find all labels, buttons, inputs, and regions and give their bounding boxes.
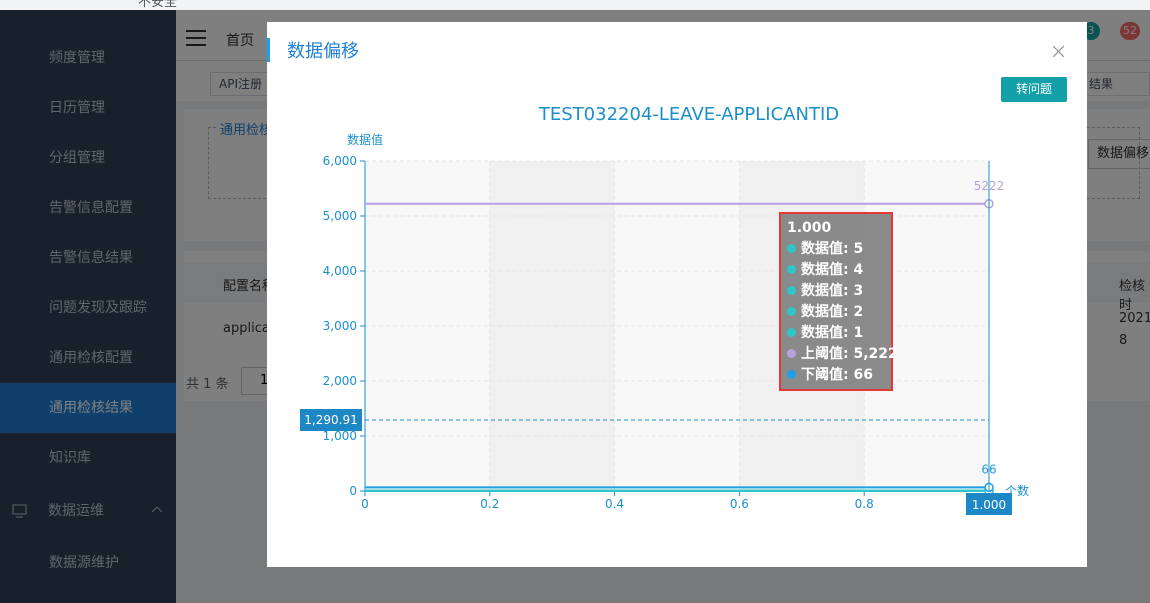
tooltip-item: 数据值: 5 <box>781 239 891 260</box>
tooltip-item: 数据值: 2 <box>781 302 891 323</box>
tooltip-text: 数据值: 3 <box>801 283 864 299</box>
security-label: 不安全 <box>138 0 178 10</box>
chart-title: TEST032204-LEAVE-APPLICANTID <box>538 104 839 125</box>
y-tick-label: 0 <box>349 484 357 498</box>
y-tick-label: 1,000 <box>323 429 357 443</box>
split-area <box>365 161 490 491</box>
y-tick-label: 3,000 <box>323 319 357 333</box>
tooltip-title: 1.000 <box>787 220 832 236</box>
modal: 数据偏移 转问题 TEST032204-LEAVE-APPLICANTID 数据值… <box>267 22 1087 567</box>
y-tick-label: 2,000 <box>323 374 357 388</box>
tooltip-dot <box>787 244 796 253</box>
tooltip-text: 数据值: 4 <box>801 262 864 278</box>
tooltip-item: 上阈值: 5,222 <box>781 344 898 365</box>
x-tick-label: 0.6 <box>730 497 749 511</box>
tooltip-item: 下阈值: 66 <box>781 365 891 386</box>
tooltip-dot <box>787 349 796 358</box>
action-button[interactable]: 转问题 <box>1001 77 1067 102</box>
modal-title: 数据偏移 <box>287 41 359 62</box>
tooltip-dot <box>787 328 796 337</box>
x-tick-label: 0.8 <box>855 497 874 511</box>
tooltip-text: 下阈值: 66 <box>801 367 873 383</box>
tooltip-text: 数据值: 5 <box>801 241 864 257</box>
tooltip-dot <box>787 307 796 316</box>
tooltip-text: 数据值: 2 <box>801 304 864 320</box>
pointer-x-label: 1.000 <box>972 498 1006 512</box>
tooltip-dot <box>787 370 796 379</box>
pointer-y-label: 1,290.91 <box>304 413 357 427</box>
tooltip-dot <box>787 286 796 295</box>
x-tick-label: 0.2 <box>480 497 499 511</box>
x-tick-label: 0 <box>361 497 369 511</box>
y-axis-label: 数据值 <box>347 132 383 147</box>
title-bar <box>267 38 270 62</box>
y-tick-label: 5,000 <box>323 209 357 223</box>
pointer-y-box <box>300 408 362 431</box>
x-tick-label: 0.4 <box>605 497 624 511</box>
pointer-x-box <box>966 493 1012 515</box>
y-tick-label: 4,000 <box>323 264 357 278</box>
tooltip-text: 数据值: 1 <box>801 325 864 341</box>
tooltip-item: 数据值: 3 <box>781 281 891 302</box>
tooltip: 1.000 数据值: 5 数据值: 4 数据值: 3 数据值: 2 数据值: 1 上阈值: … <box>779 212 898 391</box>
split-area <box>489 161 615 491</box>
y-tick-label: 6,000 <box>323 154 357 168</box>
tooltip-dot <box>787 265 796 274</box>
tooltip-item: 数据值: 4 <box>781 260 891 281</box>
chart: TEST032204-LEAVE-APPLICANTID数据值个数01,0002… <box>300 104 1029 515</box>
tooltip-item: 数据值: 1 <box>781 323 891 344</box>
tooltip-text: 上阈值: 5,222 <box>801 346 898 362</box>
browser-bar: 不安全 <box>0 0 1150 10</box>
close-button[interactable] <box>1053 46 1064 57</box>
